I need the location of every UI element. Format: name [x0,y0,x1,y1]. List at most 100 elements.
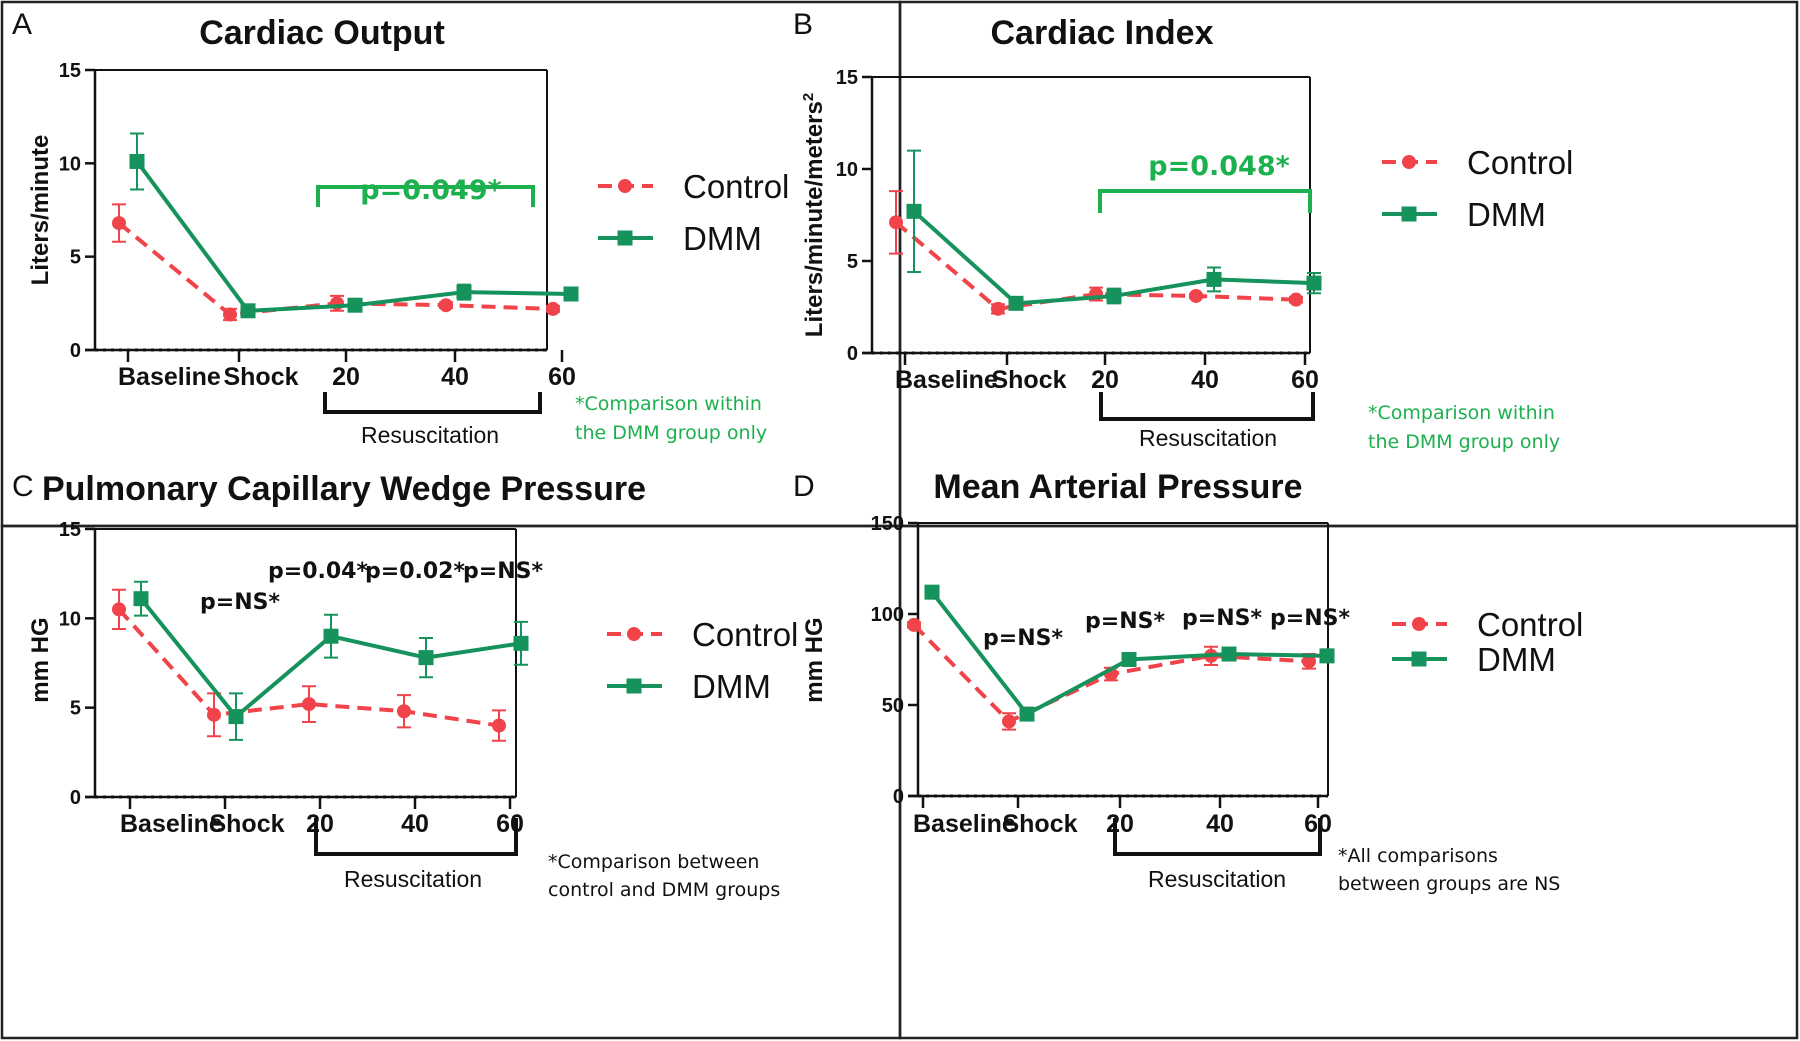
x-tick-label: Shock [991,366,1066,394]
x-tick-label: 40 [441,363,469,391]
series-dmm [906,149,1322,311]
control-point [1189,288,1203,303]
dmm-point [1121,652,1137,667]
legend-label-control: Control [683,168,789,205]
legend: Control DMM [1382,144,1573,233]
resuscitation-bracket [1099,392,1315,421]
legend-marker-dmm [626,678,642,694]
panel-d-frame [898,524,1799,1040]
y-tick-label: 15 [836,67,858,89]
legend: Control DMM [607,616,798,705]
control-point [492,718,506,733]
control-point [207,707,221,722]
series-control [112,588,506,742]
series-control [889,190,1303,316]
control-point [889,215,903,230]
control-point [439,298,453,313]
control-point [397,704,411,719]
control-point [112,216,126,231]
y-tick-label: 15 [59,60,81,82]
y-tick-label: 0 [893,786,904,808]
p-value-label: p=NS* [1182,606,1262,631]
legend-label-dmm: DMM [1477,641,1556,678]
chart-title: Cardiac Index [991,14,1214,52]
p-value-label: p=NS* [200,590,280,615]
y-tick-label: 50 [882,695,904,717]
y-tick-label: 0 [847,343,858,365]
x-tick-label: Baseline [118,363,221,391]
dmm-point [924,584,940,600]
significance-bracket [316,185,535,207]
p-value-label: p=0.04* [268,559,368,584]
dmm-point [323,628,339,644]
dmm-point [1319,648,1335,664]
resuscitation-label: Resuscitation [1139,425,1277,451]
dmm-point [133,591,149,607]
legend-item-control: Control [607,616,798,653]
resuscitation-bracket [1113,818,1322,856]
p-value-label: p=NS* [1270,606,1350,631]
resuscitation-bracket [323,392,542,414]
footnote-line: the DMM group only [1368,431,1560,453]
legend-marker-dmm [1411,651,1427,667]
dmm-point [1008,295,1024,311]
y-axis-label: mm HG [801,617,828,702]
dmm-point [347,297,363,313]
y-axis-label-superscript: 2 [800,93,817,101]
footnote-line: the DMM group only [575,422,767,444]
panel-d: D Mean Arterial Pressure 0 50 100 150 mm HG Bas… [793,468,1583,895]
series-control [112,203,560,322]
y-tick-label: 5 [70,698,81,720]
y-tick-label: 10 [59,608,81,630]
dmm-point [228,709,244,725]
x-tick-label: 20 [1091,366,1119,394]
control-point [223,307,237,322]
resuscitation-label: Resuscitation [344,866,482,892]
dmm-point [418,650,434,666]
control-line [117,608,500,728]
series-control [907,617,1316,731]
y-tick-label: 15 [59,519,81,541]
p-value-label: p=NS* [463,559,543,584]
footnote-line: *Comparison within [1368,402,1555,424]
x-tick-label: Baseline [120,810,223,838]
legend-item-control: Control [1382,144,1573,181]
y-tick-label: 10 [59,153,81,175]
chart-title: Cardiac Output [199,14,445,52]
legend-marker-dmm [1401,206,1417,222]
series-dmm [133,580,529,741]
x-tick-label: 20 [332,363,360,391]
resuscitation-label: Resuscitation [1148,866,1286,892]
significance-label: p=0.048* [1148,151,1289,182]
footnote-line: between groups are NS [1338,873,1560,895]
x-tick-label: Baseline [895,366,998,394]
y-tick-label: 150 [871,513,904,535]
panel-b: B Cardiac Index 0 5 10 15 Liters/minute/meters… [793,8,1573,453]
y-tick-label: 0 [70,787,81,809]
legend-item-dmm: DMM [607,668,771,705]
panel-letter: B [793,8,813,41]
legend-marker-dmm [617,230,633,246]
dmm-point [1206,271,1222,287]
x-tick-label: 60 [1291,366,1319,394]
y-tick-label: 0 [70,340,81,362]
control-point [991,301,1005,316]
panel-c: C Pulmonary Capillary Wedge Pressure 0 5 10 1… [12,470,798,901]
legend-label-control: Control [1467,144,1573,181]
dmm-point [1019,706,1035,722]
legend-label-dmm: DMM [692,668,771,705]
x-tick-label: 40 [401,810,429,838]
dmm-point [563,286,579,302]
legend-marker-control [618,179,632,193]
legend-label-dmm: DMM [1467,196,1546,233]
control-point [1302,654,1316,669]
x-tick-label: Baseline [913,810,1016,838]
control-point [302,697,316,712]
control-point [1289,292,1303,307]
x-tick-label: 20 [306,810,334,838]
control-point [907,617,921,632]
x-tick-label: 20 [1106,810,1134,838]
